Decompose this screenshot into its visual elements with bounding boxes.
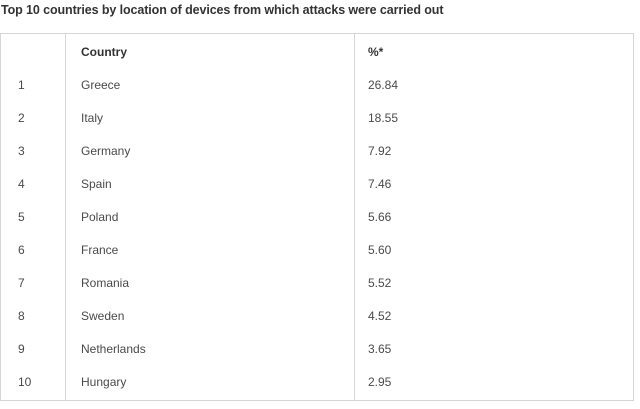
rank-cell: 6	[18, 243, 25, 257]
country-cell: Italy	[81, 111, 104, 125]
table-row: 9 Netherlands 3.65	[1, 333, 633, 366]
table-title: Top 10 countries by location of devices …	[1, 3, 444, 17]
rank-cell: 10	[18, 375, 32, 389]
table-row: 10 Hungary 2.95	[1, 366, 633, 399]
percent-cell: 26.84	[368, 78, 399, 92]
percent-cell: 5.52	[368, 276, 392, 290]
rank-cell: 8	[18, 309, 25, 323]
percent-cell: 7.92	[368, 144, 392, 158]
header-percent: %*	[368, 45, 384, 59]
header-country: Country	[81, 45, 127, 59]
country-cell: Spain	[81, 177, 112, 191]
country-cell: Poland	[81, 210, 119, 224]
country-cell: Germany	[81, 144, 131, 158]
column-divider	[354, 34, 355, 400]
percent-cell: 3.65	[368, 342, 392, 356]
rank-cell: 4	[18, 177, 25, 191]
percent-cell: 4.52	[368, 309, 392, 323]
table-row: 7 Romania 5.52	[1, 267, 633, 300]
table-row: 5 Poland 5.66	[1, 201, 633, 234]
country-cell: Hungary	[81, 375, 127, 389]
countries-table: Country %* 1 Greece 26.84 2 Italy 18.55 …	[0, 33, 634, 401]
rank-cell: 2	[18, 111, 25, 125]
country-cell: France	[81, 243, 119, 257]
rank-cell: 1	[18, 78, 25, 92]
table-header-row: Country %*	[1, 36, 633, 69]
rank-cell: 3	[18, 144, 25, 158]
percent-cell: 5.60	[368, 243, 392, 257]
country-cell: Sweden	[81, 309, 125, 323]
country-cell: Romania	[81, 276, 130, 290]
table-row: 6 France 5.60	[1, 234, 633, 267]
table-row: 4 Spain 7.46	[1, 168, 633, 201]
column-divider	[65, 34, 66, 400]
table-row: 3 Germany 7.92	[1, 135, 633, 168]
percent-cell: 5.66	[368, 210, 392, 224]
rank-cell: 9	[18, 342, 25, 356]
country-cell: Netherlands	[81, 342, 146, 356]
rank-cell: 5	[18, 210, 25, 224]
percent-cell: 2.95	[368, 375, 392, 389]
rank-cell: 7	[18, 276, 25, 290]
table-row: 2 Italy 18.55	[1, 102, 633, 135]
percent-cell: 18.55	[368, 111, 399, 125]
table-row: 8 Sweden 4.52	[1, 300, 633, 333]
percent-cell: 7.46	[368, 177, 392, 191]
country-cell: Greece	[81, 78, 121, 92]
table-row: 1 Greece 26.84	[1, 69, 633, 102]
